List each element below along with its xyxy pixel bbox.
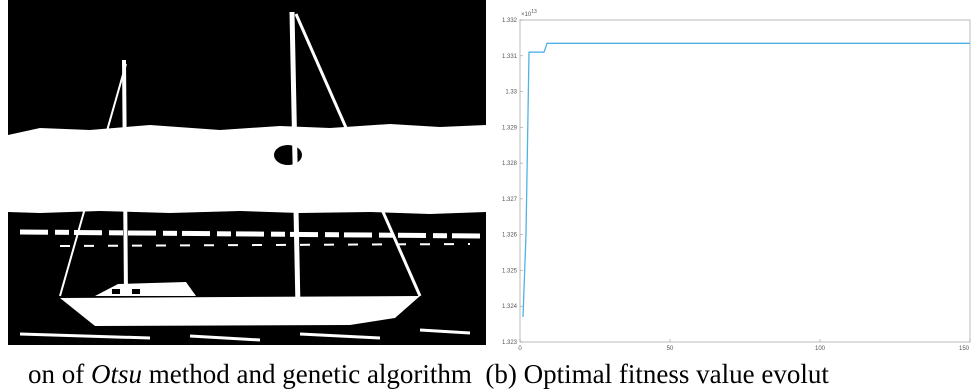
y-tick-label: 1.328 [502, 161, 518, 167]
plot-area [519, 19, 971, 343]
y-tick-label: 1.327 [502, 197, 518, 203]
x-tick-label: 150 [959, 346, 970, 352]
y-tick-label: 1.332 [502, 18, 518, 24]
water-reflections [19, 328, 471, 342]
fitness-series-line [522, 42, 970, 318]
boat-hull [60, 296, 420, 326]
x-tick-label: 50 [667, 346, 674, 352]
boat-cabin [95, 282, 196, 296]
horizon-line-2 [59, 243, 471, 247]
main-mast [289, 11, 301, 309]
y-tick-label: 1.323 [502, 340, 518, 346]
y-tick-label: 1.324 [502, 304, 518, 310]
segmented-image [8, 0, 486, 345]
x-tick-label: 100 [815, 346, 826, 352]
forestay-line [294, 13, 422, 297]
y-axis: 1.3231.3241.3251.3261.3271.3281.3291.331… [502, 18, 523, 346]
figure-caption: on of Otsu method and genetic algorithm … [28, 359, 829, 389]
fitness-chart: 1.3231.3241.3251.3261.3271.3281.3291.331… [502, 9, 971, 352]
y-tick-label: 1.331 [502, 54, 518, 60]
x-axis: 0 50 100 150 [518, 339, 971, 352]
backstay-line [59, 63, 127, 297]
cabin-window [112, 289, 120, 294]
y-tick-label: 1.325 [502, 268, 518, 274]
x-tick-label: 0 [518, 346, 522, 352]
y-tick-label: 1.33 [505, 90, 517, 96]
cabin-window [132, 289, 140, 294]
y-tick-label: 1.329 [502, 125, 518, 131]
y-exponent-label: ×1013 [521, 9, 537, 18]
horizon-line [19, 229, 481, 239]
sea-band [8, 124, 486, 214]
buoy-blob [274, 145, 302, 165]
rear-mast [122, 59, 128, 297]
y-tick-label: 1.326 [502, 233, 518, 239]
